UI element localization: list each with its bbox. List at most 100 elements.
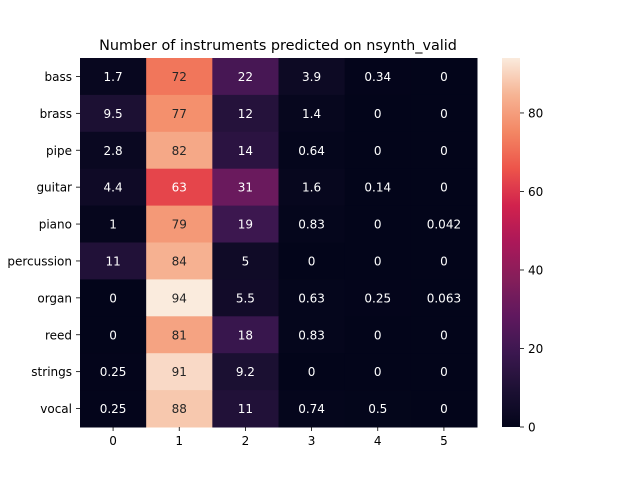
cell-annotation: 0: [440, 181, 448, 195]
heatmap-cell: [212, 131, 279, 170]
cell-annotation: 0: [440, 328, 448, 342]
x-axis: 0 1 2 3 4 5: [109, 427, 448, 448]
cell-annotation: 0.25: [100, 402, 127, 416]
x-tick-label: 5: [440, 434, 448, 448]
heatmap-cell: [212, 94, 279, 133]
cell-annotation: 0.042: [427, 218, 461, 232]
heatmap-cell: [80, 131, 147, 170]
cell-annotation: 0.83: [298, 328, 325, 342]
y-tick-label: brass: [40, 107, 72, 121]
cell-annotation: 19: [238, 218, 253, 232]
heatmap-cell: [410, 131, 478, 170]
x-tick-label: 3: [308, 434, 316, 448]
cell-annotation: 0.34: [364, 70, 391, 84]
x-tick-label: 1: [175, 434, 183, 448]
heatmap-cell: [146, 205, 213, 243]
cell-annotation: 1.4: [302, 107, 321, 121]
heatmap-cell: [344, 390, 412, 428]
heatmap-cell: [80, 316, 147, 354]
heatmap-cell: [278, 94, 346, 133]
cell-annotation: 9.2: [236, 365, 255, 379]
heatmap-cell: [344, 131, 412, 170]
cell-annotation: 31: [238, 181, 253, 195]
cell-annotation: 72: [172, 70, 187, 84]
y-tick-label: guitar: [36, 181, 72, 195]
heatmap-cell: [146, 390, 213, 428]
y-tick-label: pipe: [46, 144, 72, 158]
heatmap-cell: [410, 316, 478, 354]
heatmap-cell: [344, 353, 412, 391]
heatmap-cell: [344, 205, 412, 243]
heatmap-cell: [278, 390, 346, 428]
cell-annotation: 0: [440, 254, 448, 268]
heatmap-cell: [278, 168, 346, 207]
cell-annotation: 0: [440, 402, 448, 416]
cell-annotation: 0: [109, 291, 117, 305]
heatmap-cell: [278, 316, 346, 354]
cell-annotation: 0: [308, 365, 316, 379]
cell-annotation: 84: [172, 254, 187, 268]
heatmap-cell: [410, 205, 478, 243]
y-tick-label: strings: [31, 365, 72, 379]
cell-annotation: 0: [440, 70, 448, 84]
heatmap-cell: [278, 131, 346, 170]
cell-annotation: 79: [172, 218, 187, 232]
heatmap-cell: [80, 94, 147, 133]
heatmap-cell: [410, 242, 478, 280]
heatmap-cell: [410, 168, 478, 207]
heatmap-cell: [80, 390, 147, 428]
heatmap-cell: [146, 94, 213, 133]
y-axis: bass brass pipe guitar piano percussion organ r…: [7, 70, 80, 416]
cell-annotations: 1.7 72 22 3.9 0.34 0 9.5 77 12 1.4 0 0 2.8 82 14 0.64 0 0…: [100, 70, 461, 416]
cell-annotation: 0.74: [298, 402, 325, 416]
heatmap-cell: [344, 94, 412, 133]
heatmap-cell: [80, 242, 147, 280]
colorbar-tick-label: 40: [528, 263, 543, 277]
heatmap-cell: [212, 205, 279, 243]
y-tick-label: organ: [37, 291, 72, 305]
cell-annotation: 0.14: [364, 181, 391, 195]
cell-annotation: 0: [308, 254, 316, 268]
cell-annotation: 0: [374, 254, 382, 268]
heatmap-cell: [278, 353, 346, 391]
cell-annotation: 63: [172, 181, 187, 195]
cell-annotation: 1: [109, 218, 117, 232]
chart-title: Number of instruments predicted on nsynt…: [99, 38, 457, 54]
colorbar: 0 20 40 60 80: [502, 58, 543, 435]
heatmap-cell: [212, 242, 279, 280]
heatmap-cell: [344, 168, 412, 207]
heatmap-cell: [278, 205, 346, 243]
cell-annotation: 0.25: [100, 365, 127, 379]
heatmap-cell: [80, 279, 147, 317]
cell-annotation: 91: [172, 365, 187, 379]
cell-annotation: 11: [238, 402, 253, 416]
heatmap-cell: [146, 316, 213, 354]
cell-annotation: 0: [374, 107, 382, 121]
colorbar-tick-label: 0: [528, 421, 536, 435]
cell-annotation: 1.7: [104, 70, 123, 84]
cell-annotation: 14: [238, 144, 253, 158]
y-tick-label: percussion: [7, 254, 72, 268]
cell-annotation: 5: [242, 254, 250, 268]
cell-annotation: 0: [440, 107, 448, 121]
heatmap-cell: [212, 316, 279, 354]
cell-annotation: 4.4: [104, 181, 123, 195]
cell-annotation: 0.83: [298, 218, 325, 232]
cell-annotation: 11: [105, 254, 120, 268]
cell-annotation: 0.64: [298, 144, 325, 158]
cell-annotation: 9.5: [104, 107, 123, 121]
heatmap-cell: [80, 58, 147, 96]
heatmap-cell: [344, 58, 412, 96]
y-tick-label: vocal: [40, 402, 72, 416]
heatmap-cell: [146, 131, 213, 170]
heatmap-cell: [410, 390, 478, 428]
heatmap-cell: [212, 279, 279, 317]
heatmap-cell: [278, 58, 346, 96]
heatmap-cell: [212, 168, 279, 207]
cell-annotation: 22: [238, 70, 253, 84]
cell-annotation: 0: [109, 328, 117, 342]
cell-annotation: 5.5: [236, 291, 255, 305]
heatmap-cell: [410, 58, 478, 96]
x-tick-label: 0: [109, 434, 117, 448]
